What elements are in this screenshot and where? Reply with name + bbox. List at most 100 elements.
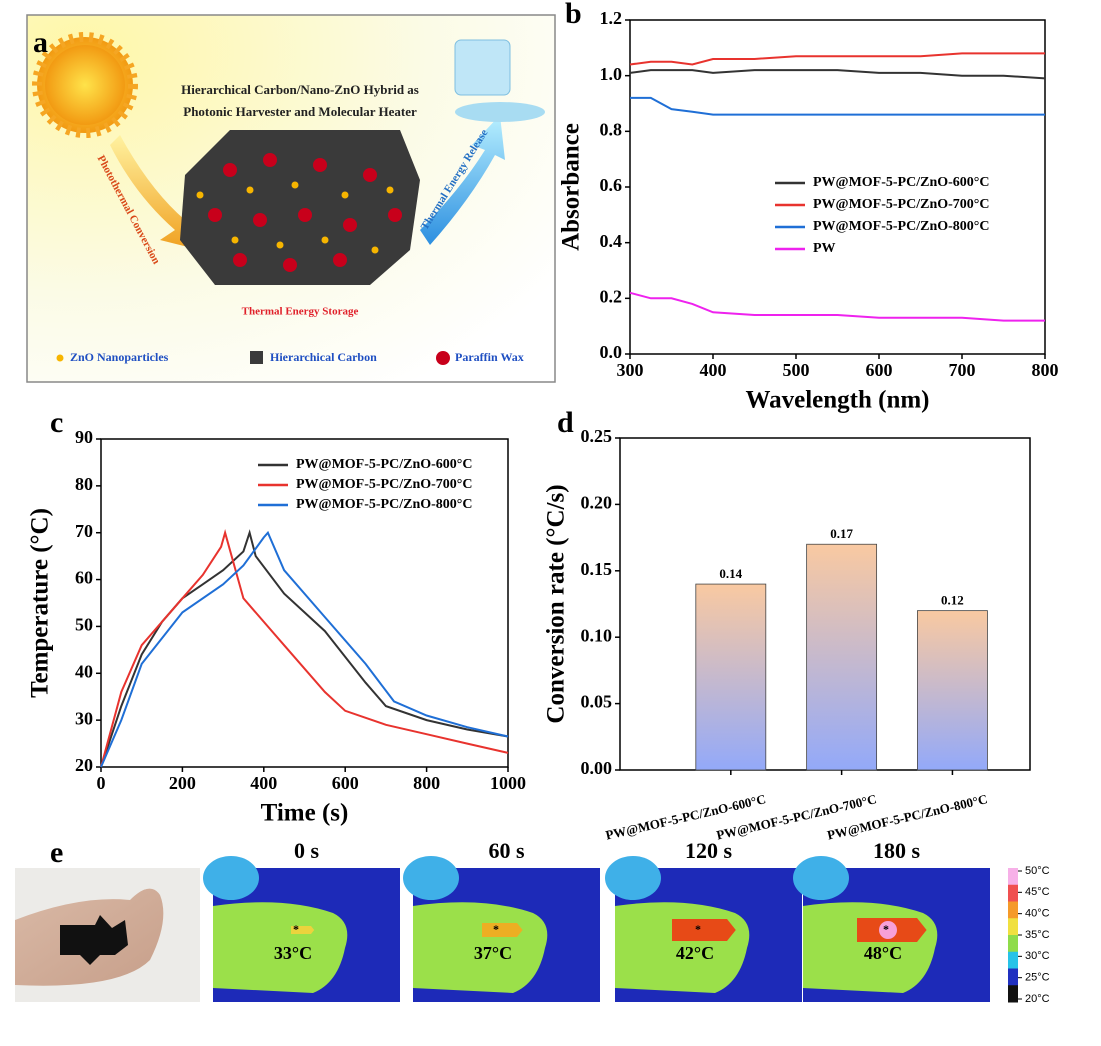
y-tick-label: 0.0: [600, 342, 623, 362]
legend-label: PW@MOF-5-PC/ZnO-600°C: [296, 457, 473, 472]
thermal-corner: [605, 856, 661, 900]
colorbar-label: 25°C: [1025, 972, 1050, 984]
colorbar-segment: [1008, 985, 1018, 1003]
x-tick-label: 400: [250, 773, 277, 793]
center-label: Thermal Energy Storage: [242, 306, 359, 318]
y-tick-label: 1.0: [600, 64, 623, 84]
thermal-peak: [879, 921, 897, 939]
y-tick-label: 0.00: [581, 758, 613, 778]
y-tick-label: 80: [75, 474, 93, 494]
panel-label: b: [565, 0, 582, 30]
x-tick-label: 500: [783, 360, 810, 380]
thermal-marker: *: [695, 922, 701, 936]
thermal-hotspot: [482, 923, 523, 937]
y-tick-label: 70: [75, 521, 93, 541]
data-line: [629, 69, 1046, 80]
panel-label: c: [50, 406, 63, 439]
frame-temp: 42°C: [676, 943, 714, 963]
data-line: [630, 96, 1045, 116]
data-line: [100, 529, 509, 768]
thermal-corner: [403, 856, 459, 900]
legend-label: Paraffin Wax: [455, 350, 524, 364]
x-tick-label: 200: [169, 773, 196, 793]
frame-temp: 33°C: [274, 943, 312, 963]
y-axis-label: Conversion rate (°C/s): [543, 484, 570, 723]
data-line: [100, 530, 509, 768]
y-axis-label: Absorbance: [558, 123, 585, 251]
bar: [917, 610, 988, 771]
thermal-hand: [213, 902, 348, 993]
colorbar-label: 40°C: [1025, 908, 1050, 920]
thermal-corner: [203, 856, 259, 900]
x-tick-label: 700: [949, 360, 976, 380]
thermal-marker: *: [293, 922, 299, 936]
thermal-marker: *: [493, 922, 499, 936]
colorbar-segment: [1008, 868, 1018, 886]
legend-swatch: [250, 351, 263, 364]
legend-swatch: [436, 351, 450, 365]
y-axis-label: Temperature (°C): [27, 508, 54, 698]
x-axis-label: Wavelength (nm): [745, 387, 929, 414]
colorbar-segment: [1008, 918, 1018, 936]
y-tick-label: 40: [75, 661, 93, 681]
frame-time: 180 s: [873, 838, 921, 863]
y-tick-label: 0.20: [581, 493, 613, 513]
y-tick-label: 90: [75, 427, 93, 447]
colorbar-segment: [1008, 935, 1018, 953]
ice-cube: [454, 39, 511, 96]
colorbar-label: 20°C: [1025, 993, 1050, 1005]
arrow-out: [420, 115, 505, 245]
data-line: [629, 291, 1045, 322]
y-tick-label: 0.15: [581, 559, 613, 579]
y-tick-label: 0.4: [600, 231, 623, 251]
x-tick-label: 800: [1032, 360, 1059, 380]
legend-label: Hierarchical Carbon: [270, 350, 377, 364]
diagram-title: Photonic Harvester and Molecular Heater: [183, 104, 417, 119]
value-label: 0.17: [830, 526, 853, 541]
thermal-corner: [793, 856, 849, 900]
x-tick-label: 300: [617, 360, 644, 380]
thermal-hotspot: [291, 926, 315, 934]
y-tick-label: 30: [75, 708, 93, 728]
frame-time: 0 s: [294, 838, 320, 863]
y-tick-label: 0.6: [600, 175, 623, 195]
frame-time: 60 s: [488, 838, 525, 863]
bar: [695, 583, 767, 771]
y-tick-label: 1.2: [600, 8, 623, 28]
frame-time: 120 s: [685, 838, 733, 863]
y-tick-label: 60: [75, 568, 93, 588]
legend-label: PW@MOF-5-PC/ZnO-700°C: [296, 477, 473, 492]
panel-label: a: [33, 26, 48, 59]
x-tick-label: 0: [97, 773, 106, 793]
carbon-block: [180, 130, 420, 285]
thermal-marker: *: [883, 922, 889, 936]
y-tick-label: 0.25: [581, 426, 613, 446]
panel-label: e: [50, 836, 63, 869]
colorbar-segment: [1008, 951, 1018, 969]
x-tick-label: 600: [866, 360, 893, 380]
bar: [806, 543, 878, 771]
y-tick-label: 50: [75, 615, 93, 635]
colorbar-label: 50°C: [1025, 865, 1050, 877]
colorbar-segment: [1008, 884, 1018, 902]
x-tick-label: 600: [332, 773, 359, 793]
legend-label: PW@MOF-5-PC/ZnO-800°C: [296, 497, 473, 512]
colorbar-label: 35°C: [1025, 929, 1050, 941]
plot-frame: [100, 438, 509, 768]
data-line: [629, 52, 1045, 66]
legend-label: PW@MOF-5-PC/ZnO-800°C: [813, 219, 990, 234]
frame-temp: 48°C: [864, 943, 902, 963]
y-tick-label: 0.8: [600, 119, 623, 139]
x-tick-label: 1000: [490, 773, 526, 793]
y-tick-label: 20: [75, 755, 93, 775]
data-line: [100, 529, 509, 768]
legend-label: ZnO Nanoparticles: [70, 350, 169, 364]
sun-core: [45, 45, 125, 125]
arrow-in: [110, 135, 200, 250]
legend-swatch: [56, 354, 64, 362]
thermal-hotspot: [672, 919, 736, 941]
panel-label: d: [557, 406, 574, 439]
diagram-panel: Hierarchical Carbon/Nano-ZnO Hybrid as P…: [26, 14, 556, 383]
diagram-title: Hierarchical Carbon/Nano-ZnO Hybrid as: [181, 82, 419, 97]
